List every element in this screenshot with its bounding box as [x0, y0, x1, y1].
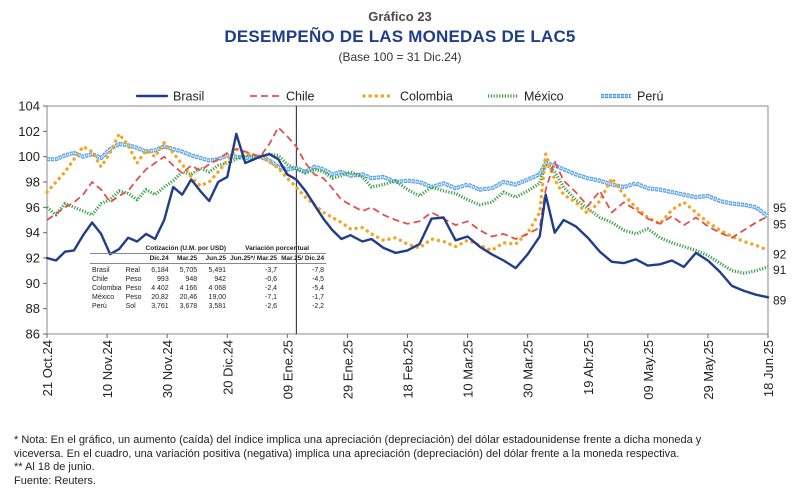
table-col-header: Jun.25: [199, 253, 229, 264]
table-cell-country: Chile: [92, 276, 108, 283]
table-cell-value: 948: [185, 276, 198, 283]
table-cell-value: -2,4: [265, 285, 278, 292]
table-cell-currency: Peso: [125, 285, 142, 292]
x-tick-label: 10 Mar.25: [461, 340, 476, 398]
x-tick-label: 09 Ene.25: [280, 340, 295, 399]
footnotes: * Nota: En el gráfico, un aumento (caída…: [14, 434, 794, 488]
y-tick-label: 94: [26, 225, 40, 240]
x-tick-label: 18 Feb.25: [401, 340, 416, 399]
table-cell-value: 942: [214, 276, 227, 283]
table-cell-currency: Peso: [125, 294, 142, 301]
end-value-label: 92: [773, 248, 787, 262]
table-col-header: Dic.24: [143, 253, 171, 264]
series-line-brasil: [45, 132, 770, 299]
y-tick-label: 86: [26, 327, 40, 342]
end-value-label: 91: [773, 263, 787, 277]
x-tick-label: 10 Nov.24: [100, 340, 115, 398]
table-col-header: Mar.25: [170, 253, 200, 264]
table-cell-value: 6,184: [151, 267, 169, 274]
table-cell-value: -4,5: [312, 276, 325, 283]
quotes-table: Cotización (U.M. por USD) Variación porc…: [90, 244, 327, 311]
y-tick-label: 88: [26, 301, 40, 316]
table-cell-value: -1,7: [312, 294, 325, 301]
table-cell-currency: Sol: [125, 303, 136, 310]
legend-label: Perú: [637, 90, 663, 104]
table-cell-value: -3,7: [265, 267, 278, 274]
series-line-perú-core: [47, 143, 769, 217]
x-tick-label: 29 May.25: [701, 340, 716, 400]
footnote: viceversa. En el cuadro, una variación p…: [14, 447, 680, 460]
y-tick-label: 104: [18, 99, 40, 114]
table-cell-value: 20,46: [179, 294, 198, 301]
y-tick-label: 96: [26, 200, 40, 215]
table-cell-currency: Peso: [125, 276, 142, 283]
chart-subtitle: (Base 100 = 31 Dic.24): [338, 50, 462, 64]
table-cell-value: 4 166: [179, 285, 198, 292]
end-value-label: 89: [773, 293, 787, 307]
table-cell-value: 4 068: [208, 285, 227, 292]
y-tick-label: 102: [18, 124, 40, 139]
x-tick-label: 09 May.25: [641, 340, 656, 400]
end-value-label: 95: [773, 201, 787, 215]
table-cell-value: -7,1: [265, 294, 278, 301]
series-line-colombia: [45, 132, 770, 253]
table-group-header-quotes: Cotización (U.M. por USD): [143, 244, 229, 254]
table-col-header: Mar.25/ Dic.24: [279, 253, 327, 264]
y-tick-label: 92: [26, 251, 40, 266]
table-group-header-variation: Variación porcentual: [228, 244, 327, 254]
table-cell-currency: Real: [125, 267, 140, 274]
x-tick-label: 18 Jun.25: [761, 340, 776, 397]
legend-label: Brasil: [173, 90, 204, 104]
table-cell-value: 3,761: [151, 303, 169, 310]
chart-title: DESEMPEÑO DE LAS MONEDAS DE LAC5: [224, 27, 576, 46]
x-tick-label: 29 Ene.25: [340, 340, 355, 399]
table-cell-value: 5,705: [179, 267, 198, 274]
legend-label: Chile: [286, 90, 315, 104]
x-tick-label: 30 Nov.24: [160, 340, 175, 398]
table-row: Chile Peso 993 948 942 -0,6 -4,5: [90, 275, 326, 284]
table-col-header: Jun.25*/ Mar.25: [228, 253, 280, 264]
x-tick-label: 30 Mar.25: [521, 340, 536, 398]
table-row: Colombia Peso 4 402 4 166 4 068 -2,4 -5,4: [90, 284, 326, 293]
table-cell-country: Colombia: [92, 285, 122, 292]
table-cell-value: 3,581: [208, 303, 227, 310]
footnote-source: Fuente: Reuters.: [14, 474, 96, 487]
table-cell-country: Brasil: [92, 267, 110, 274]
table-row: México Peso 20,82 20,46 19,00 -7,1 -1,7: [90, 293, 326, 302]
table-cell-value: -5,4: [312, 285, 325, 292]
table-cell-value: -0,6: [265, 276, 278, 283]
table-cell-value: -2,6: [265, 303, 278, 310]
table-row: Perú Sol 3,761 3,678 3,581 -2,6 -2,2: [90, 302, 326, 311]
table-cell-value: 5,491: [208, 267, 227, 274]
chart-label: Gráfico 23: [368, 9, 432, 24]
end-value-label: 95: [773, 217, 787, 231]
y-tick-label: 90: [26, 276, 40, 291]
table-cell-country: Perú: [92, 303, 107, 310]
table-cell-value: 4 402: [151, 285, 169, 292]
table-cell-value: 3,678: [179, 303, 198, 310]
y-tick-label: 100: [18, 149, 40, 164]
x-tick-label: 19 Abr.25: [581, 340, 596, 395]
table-row: Brasil Real 6,184 5,705 5,491 -3,7 -7,8: [90, 264, 326, 276]
series-line-mexico: [45, 152, 769, 275]
x-tick-label: 21 Oct.24: [40, 340, 55, 396]
footnote: ** Al 18 de junio.: [14, 461, 95, 473]
footnote: * Nota: En el gráfico, un aumento (caída…: [14, 434, 702, 446]
legend-label: México: [524, 90, 564, 104]
x-tick-label: 20 Dic.24: [220, 340, 235, 395]
series-line-chile: [46, 126, 769, 240]
table-cell-value: -7,8: [312, 267, 325, 274]
table-cell-value: -2,2: [312, 303, 325, 310]
legend-label: Colombia: [400, 90, 453, 104]
line-chart: 86 88 90 92 94 96 98 100 102 104 21 Oct.24 10 Nov.2…: [18, 90, 787, 400]
y-tick-label: 98: [26, 175, 40, 190]
table-cell-value: 19,00: [208, 294, 227, 301]
table-cell-country: México: [92, 294, 115, 301]
table-cell-value: 993: [157, 276, 169, 283]
table-cell-value: 20,82: [151, 294, 169, 301]
